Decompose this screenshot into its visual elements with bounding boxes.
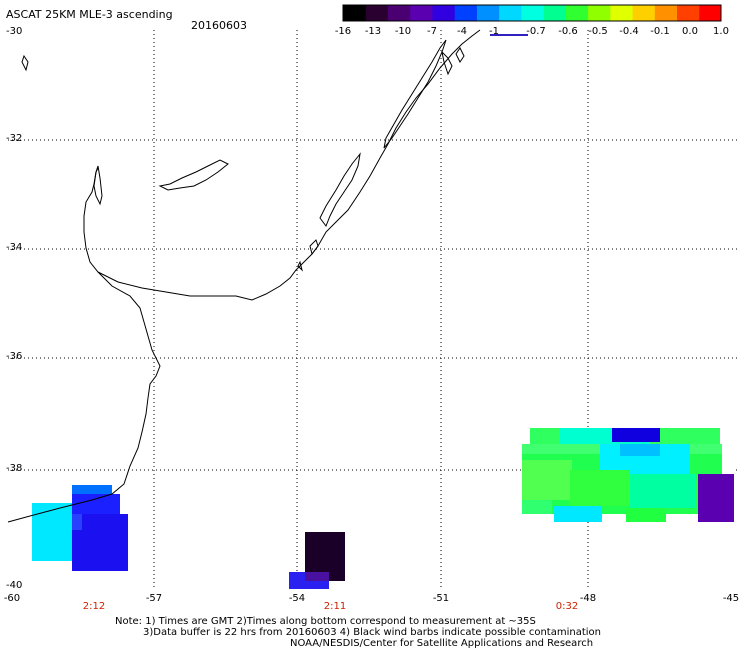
graticule	[8, 30, 740, 590]
colorbar-segment	[476, 5, 500, 21]
lon-label: -48	[579, 593, 597, 604]
colorbar-segment	[698, 5, 722, 21]
colorbar-label: 0.0	[682, 26, 698, 37]
time-label: 0:32	[555, 601, 579, 612]
lon-label: -54	[288, 593, 306, 604]
colorbar-segment	[387, 5, 411, 21]
colorbar-segment	[654, 5, 678, 21]
colorbar-frame	[342, 4, 722, 22]
wind-swath-east	[522, 428, 734, 522]
colorbar-label: -7	[427, 26, 437, 37]
colorbar-label: -0.6	[558, 26, 578, 37]
colorbar-label: -10	[394, 26, 412, 37]
wind-swath-southwest	[32, 485, 128, 571]
colorbar-segment	[565, 5, 589, 21]
lat-label: -40	[6, 580, 23, 591]
colorbar-label: -4	[457, 26, 467, 37]
colorbar-segment	[431, 5, 455, 21]
colorbar-segment	[520, 5, 544, 21]
lat-label: -34	[6, 242, 23, 253]
colorbar-label: -1	[489, 26, 499, 37]
map-title: ASCAT 25KM MLE-3 ascending	[6, 8, 173, 21]
colorbar-label: -0.4	[619, 26, 639, 37]
lat-label: -32	[6, 133, 23, 144]
colorbar-segment	[454, 5, 477, 21]
colorbar-segment	[632, 5, 655, 21]
colorbar-label: 1.0	[713, 26, 729, 37]
colorbar-segment	[676, 5, 700, 21]
colorbar-segment	[498, 5, 522, 21]
colorbar-segment	[609, 5, 633, 21]
lat-label: -36	[6, 351, 23, 362]
note-line-3: NOAA/NESDIS/Center for Satellite Applica…	[290, 638, 594, 649]
colorbar-segment	[365, 5, 388, 21]
colorbar-segment	[409, 5, 433, 21]
lon-label: -51	[432, 593, 450, 604]
map-date: 20160603	[191, 19, 247, 32]
lon-label: -57	[145, 593, 163, 604]
lat-label: -38	[6, 463, 23, 474]
coastline	[7, 29, 481, 523]
lon-label: -45	[722, 593, 740, 604]
time-label: 2:12	[82, 601, 106, 612]
wind-swath-middle	[289, 532, 345, 589]
colorbar-label: -0.1	[650, 26, 670, 37]
colorbar-segment	[587, 5, 611, 21]
colorbar-label: -0.7	[526, 26, 546, 37]
lon-label: -60	[3, 593, 21, 604]
lat-label: -30	[6, 26, 23, 37]
colorbar-label: -0.5	[588, 26, 608, 37]
colorbar-segment	[343, 5, 366, 21]
colorbar-label: -13	[364, 26, 382, 37]
note-line-2: 3)Data buffer is 22 hrs from 20160603 4)…	[143, 627, 601, 638]
time-label: 2:11	[323, 601, 347, 612]
colorbar-label: -16	[334, 26, 352, 37]
colorbar-segment	[543, 5, 566, 21]
note-line-1: Note: 1) Times are GMT 2)Times along bot…	[115, 616, 536, 627]
colorbar	[342, 4, 722, 22]
